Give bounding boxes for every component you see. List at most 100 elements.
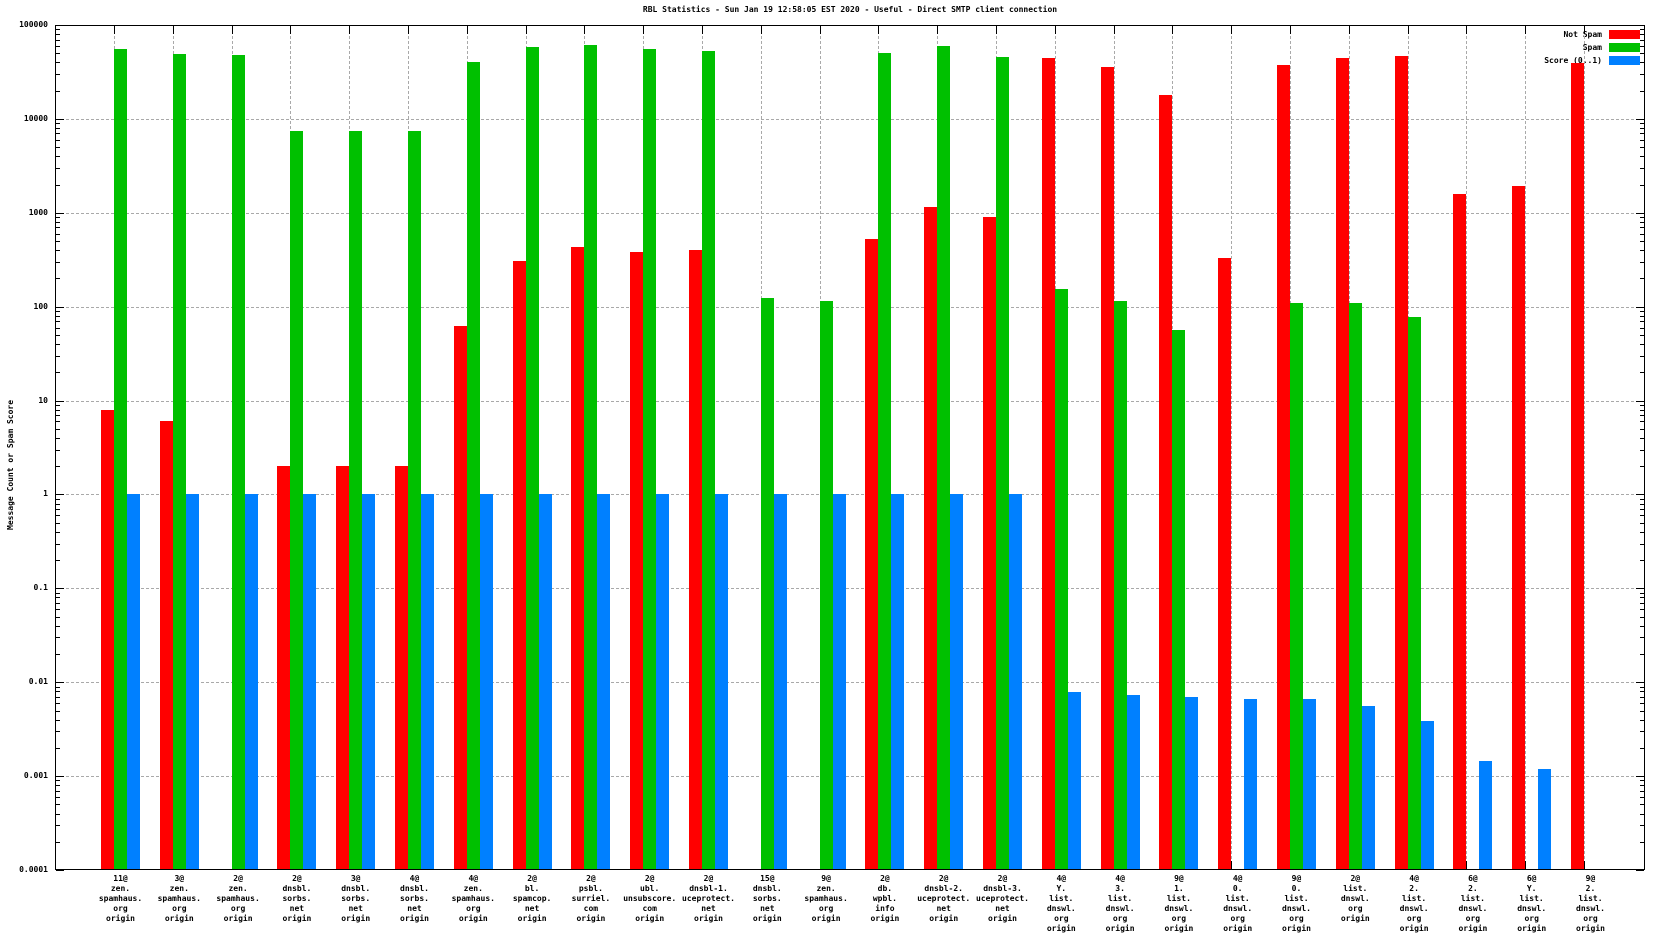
y-tick-mark [1640, 139, 1644, 141]
plot-border [55, 25, 1645, 870]
y-tick-mark [1640, 449, 1644, 451]
y-tick-mark [56, 703, 60, 705]
x-tick-label: 2@ dnsbl. sorbs. net origin [282, 874, 312, 923]
y-tick-mark [1640, 597, 1644, 599]
y-tick-mark [56, 625, 60, 627]
y-tick-mark [56, 409, 60, 411]
bar-score [538, 494, 552, 869]
x-tick-mark [996, 26, 997, 34]
bar-not-spam [1512, 185, 1526, 869]
x-tick-mark [1231, 26, 1233, 34]
y-tick-mark [56, 870, 64, 871]
bar-not-spam [1159, 94, 1173, 869]
bar-score [1420, 720, 1434, 869]
bar-spam [525, 47, 539, 869]
y-tick-mark [1640, 531, 1644, 533]
y-tick-mark [1640, 790, 1644, 792]
y-tick-mark [56, 682, 64, 684]
y-tick-mark [56, 616, 60, 618]
x-tick-mark [1584, 861, 1585, 869]
y-tick-mark [1636, 212, 1644, 214]
bar-score [1538, 768, 1552, 869]
y-tick-mark [56, 588, 64, 590]
bar-not-spam [512, 260, 526, 869]
y-tick-mark [56, 785, 60, 787]
bar-spam [172, 54, 186, 869]
y-tick-mark [1640, 221, 1644, 223]
bar-not-spam [1394, 55, 1408, 869]
y-tick-mark [1640, 409, 1644, 411]
y-tick-mark [56, 250, 60, 252]
y-tick-mark [56, 227, 60, 229]
bar-not-spam [689, 250, 702, 869]
x-tick-mark [1290, 26, 1291, 34]
y-tick-mark [56, 334, 60, 336]
x-tick-mark [1172, 26, 1174, 34]
y-tick-mark [1640, 372, 1644, 374]
y-tick-mark [1640, 344, 1644, 345]
x-tick-mark [584, 26, 586, 34]
bar-score [244, 494, 258, 869]
y-tick-mark [1640, 34, 1644, 36]
y-tick-mark [1640, 602, 1644, 604]
y-tick-mark [1636, 118, 1644, 120]
bar-score [1361, 705, 1375, 869]
legend-entry-score: Score (0..1) [1544, 56, 1640, 65]
y-tick-mark [56, 597, 60, 599]
bar-score [832, 494, 846, 869]
y-tick-mark [56, 221, 60, 223]
y-tick-mark [1640, 168, 1644, 169]
x-tick-mark [290, 26, 292, 34]
y-tick-mark [1636, 870, 1644, 871]
y-tick-mark [1640, 278, 1644, 280]
y-tick-mark [56, 691, 60, 693]
y-tick-mark [56, 45, 60, 47]
y-tick-mark [56, 522, 60, 524]
y-tick-mark [56, 731, 60, 733]
legend-label-not-spam: Not Spam [1563, 30, 1602, 39]
y-tick-mark [56, 494, 64, 496]
y-tick-label: 100 [33, 301, 48, 311]
bar-not-spam [865, 239, 879, 869]
x-tick-label: 4@ 2. list. dnswl. org origin [1399, 874, 1429, 933]
y-tick-mark [56, 776, 64, 778]
bar-not-spam [924, 207, 938, 869]
y-tick-mark [1640, 592, 1644, 594]
y-tick-mark [56, 306, 64, 308]
y-tick-mark [56, 509, 60, 510]
bar-not-spam [277, 466, 291, 869]
y-tick-mark [1640, 62, 1644, 64]
y-tick-mark [1640, 315, 1644, 317]
y-tick-mark [1640, 625, 1644, 627]
y-tick-mark [1640, 804, 1644, 806]
bar-not-spam [1453, 193, 1467, 869]
x-tick-mark [1231, 861, 1233, 869]
bar-not-spam [336, 466, 350, 869]
x-tick-mark [878, 26, 880, 34]
v-gridline [1525, 26, 1527, 869]
y-tick-mark [1640, 437, 1644, 439]
y-tick-mark [56, 841, 60, 843]
y-tick-mark [56, 241, 60, 242]
y-tick-mark [56, 133, 60, 135]
y-tick-mark [56, 184, 60, 186]
bar-score [303, 494, 317, 869]
y-tick-mark [1640, 156, 1644, 158]
bar-not-spam [1335, 57, 1349, 869]
x-tick-label: 2@ list. dnswl. org origin [1340, 874, 1370, 923]
legend-swatch-score [1609, 56, 1640, 65]
y-tick-mark [1640, 334, 1644, 336]
y-tick-mark [56, 139, 60, 141]
y-tick-mark [56, 261, 60, 263]
x-tick-mark [1584, 26, 1585, 34]
x-tick-label: 4@ dnsbl. sorbs. net origin [400, 874, 429, 923]
bar-not-spam [1100, 66, 1114, 869]
x-tick-mark [525, 26, 527, 34]
bar-not-spam [630, 252, 644, 869]
bar-score [891, 494, 905, 869]
bar-score [127, 494, 140, 869]
y-tick-mark [1640, 543, 1644, 545]
y-tick-mark [1640, 515, 1644, 517]
y-tick-mark [56, 90, 60, 92]
x-tick-label: 3@ dnsbl. sorbs. net origin [341, 874, 371, 923]
